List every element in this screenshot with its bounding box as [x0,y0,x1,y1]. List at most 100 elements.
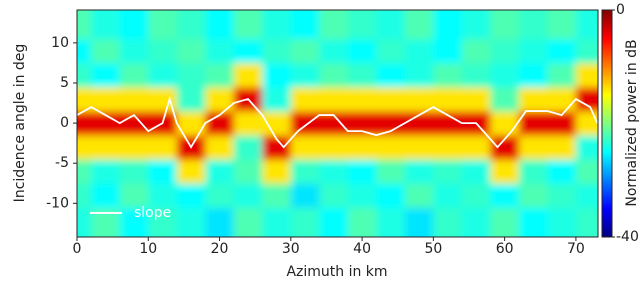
x-tick-label: 70 [567,241,585,257]
heat-cell [234,0,263,39]
heat-cell [547,183,576,208]
legend-label: slope [134,205,171,221]
heat-cell [462,0,491,39]
heat-cell [205,183,234,208]
y-tick-label: 10 [51,35,69,51]
heat-cell [490,39,519,64]
heat-cell [576,183,627,208]
heat-cell [576,111,627,136]
heat-cell [177,63,206,88]
heat-cell [547,0,576,39]
heat-cell [262,39,291,64]
heat-cell [205,159,234,184]
heat-cell [376,0,405,39]
heat-cell [91,0,120,39]
x-tick-label: 60 [496,241,514,257]
heat-cell [576,135,627,160]
heat-cell [319,159,348,184]
heat-cell [177,87,206,112]
heat-cell [120,63,149,88]
heat-cell [148,135,177,160]
heat-cell [348,183,377,208]
heat-cell [291,135,320,160]
heat-cell [405,183,434,208]
y-tick-label: -5 [55,155,69,171]
heat-cell [234,63,263,88]
heat-cell [376,159,405,184]
heat-cell [319,207,348,261]
heat-cell [291,87,320,112]
heat-cell [576,159,627,184]
heat-cell [490,0,519,39]
heat-cell [291,183,320,208]
heat-cell [91,39,120,64]
y-axis-label: Incidence angle in deg [12,44,28,203]
heat-cell [91,159,120,184]
heat-cell [433,39,462,64]
heat-cell [262,87,291,112]
heat-cell [433,135,462,160]
colorbar [602,10,612,237]
heat-cell [177,0,206,39]
heat-cell [405,39,434,64]
heat-cell [576,63,627,88]
colorbar-tick-label: 0 [616,2,625,18]
heat-cell [376,63,405,88]
heat-cell [205,87,234,112]
heat-cell [547,39,576,64]
colorbar-tick-label: -40 [616,229,639,245]
heat-cell [120,0,149,39]
heat-cell [234,135,263,160]
heat-cell [376,183,405,208]
heat-cell [291,111,320,136]
heat-cell [205,135,234,160]
heat-cell [519,207,548,261]
heat-cell [462,159,491,184]
heat-cell [490,159,519,184]
heat-cell [120,159,149,184]
heat-cell [490,183,519,208]
heat-cell [462,207,491,261]
heat-cell [319,135,348,160]
y-tick-label: -10 [46,195,69,211]
heat-cell [148,0,177,39]
heat-cell [433,159,462,184]
heat-cell [405,135,434,160]
heat-cell [91,183,120,208]
heat-cell [91,207,120,261]
colorbar-label: Normalized power in dB [624,39,640,206]
heat-cell [405,87,434,112]
heat-cell [262,183,291,208]
heat-cell [177,39,206,64]
heat-cell [205,63,234,88]
heat-cell [405,159,434,184]
heat-cell [91,63,120,88]
heat-cell [519,159,548,184]
heat-cell [234,111,263,136]
x-tick-label: 10 [139,241,157,257]
heat-cell [433,183,462,208]
heat-cell [519,0,548,39]
heat-cell [262,0,291,39]
heat-cell [348,87,377,112]
heat-cell [120,135,149,160]
heat-cell [462,63,491,88]
heat-cell [462,135,491,160]
heat-cell [547,87,576,112]
heat-cell [376,87,405,112]
heat-cell [205,0,234,39]
heat-cell [462,87,491,112]
heat-cell [519,87,548,112]
x-tick-label: 50 [424,241,442,257]
x-tick-label: 20 [211,241,229,257]
y-tick-label: 5 [60,75,69,91]
heat-cell [519,63,548,88]
heat-cell [120,87,149,112]
heat-cell [120,39,149,64]
x-tick-label: 30 [282,241,300,257]
heat-cell [519,39,548,64]
heat-cell [519,183,548,208]
heat-cell [205,39,234,64]
heat-cell [148,159,177,184]
heat-cell [490,87,519,112]
